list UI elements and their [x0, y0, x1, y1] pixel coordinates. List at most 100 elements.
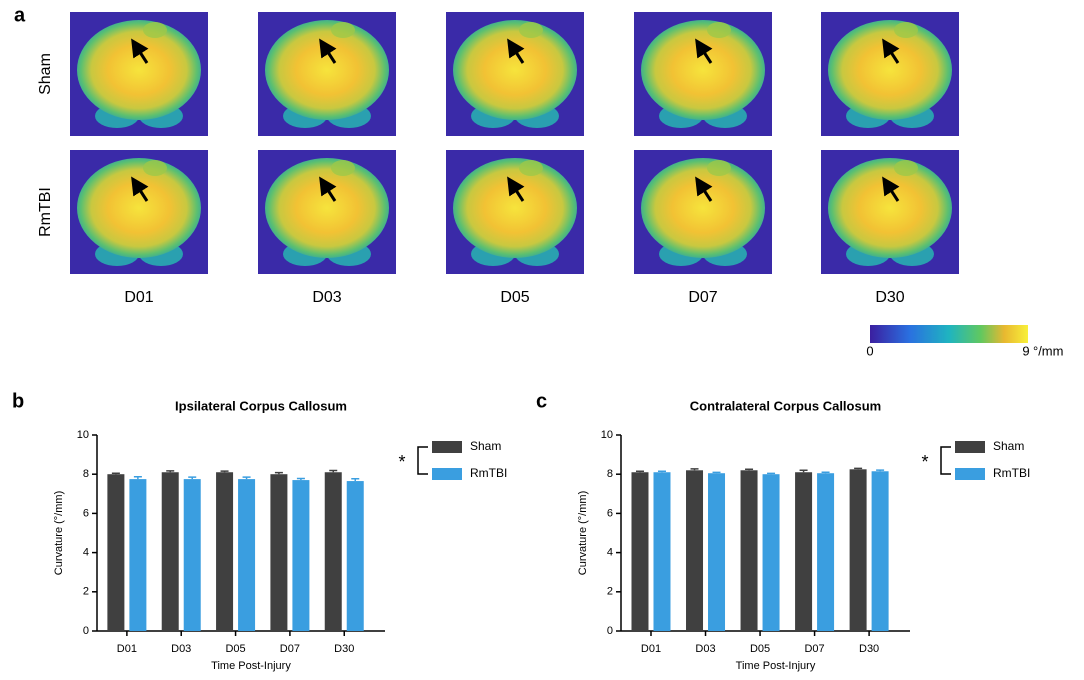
error-bar	[822, 472, 830, 473]
column-label: D30	[875, 289, 904, 306]
legend-label: RmTBI	[993, 466, 1030, 480]
brain-section	[641, 20, 765, 120]
significance-bracket	[941, 447, 951, 474]
error-bar	[188, 477, 196, 479]
x-tick-label: D05	[225, 643, 245, 655]
brain-section	[265, 158, 389, 258]
brain-midline	[143, 160, 167, 176]
brain-section	[828, 158, 952, 258]
legend-swatch	[955, 441, 985, 453]
x-axis-label: Time Post-Injury	[211, 660, 291, 672]
brain-image	[634, 12, 772, 136]
bar	[631, 472, 648, 631]
error-bar	[112, 473, 120, 474]
figure: a 0 9 °/mm Sham RmTBI D01 D03 D05 D07 D30 b Ipsi…	[0, 0, 1084, 680]
brain-midline	[331, 160, 355, 176]
significance-mark: *	[921, 452, 928, 472]
brain-midline	[331, 22, 355, 38]
chart-title: Contralateral Corpus Callosum	[690, 398, 881, 413]
bar	[653, 472, 670, 631]
bar	[325, 472, 342, 631]
bar	[347, 481, 364, 631]
significance-mark: *	[398, 452, 405, 472]
x-tick-label: D07	[804, 643, 824, 655]
chart-title: Ipsilateral Corpus Callosum	[175, 398, 347, 413]
column-label: D05	[500, 289, 529, 306]
brain-midline	[894, 160, 918, 176]
panel-letter: b	[12, 390, 24, 412]
x-tick-label: D30	[859, 643, 879, 655]
error-bar	[351, 479, 359, 481]
error-bar	[297, 479, 305, 481]
bar	[162, 472, 179, 631]
x-tick-label: D03	[695, 643, 715, 655]
error-bar	[658, 471, 666, 472]
bar	[763, 474, 780, 631]
brain-section	[641, 158, 765, 258]
error-bar	[800, 470, 808, 472]
x-tick-label: D03	[171, 643, 191, 655]
brain-image	[821, 150, 959, 274]
error-bar	[221, 471, 229, 472]
panel-letter: c	[536, 390, 547, 412]
column-label: D01	[124, 289, 153, 306]
x-tick-label: D30	[334, 643, 354, 655]
legend-label: Sham	[993, 439, 1024, 453]
brain-midline	[707, 160, 731, 176]
colorbar-unit: °/mm	[1033, 343, 1063, 358]
brain-midline	[519, 22, 543, 38]
brain-image	[258, 150, 396, 274]
bar	[238, 479, 255, 631]
y-tick-label: 8	[607, 468, 613, 480]
y-axis-label: Curvature (°/mm)	[577, 491, 589, 575]
y-tick-label: 2	[607, 586, 613, 598]
bar	[184, 479, 201, 631]
y-tick-label: 8	[83, 468, 89, 480]
brain-section	[828, 20, 952, 120]
error-bar	[876, 470, 884, 471]
bar	[686, 470, 703, 631]
brain-image	[821, 12, 959, 136]
error-bar	[275, 473, 283, 475]
panel-letter: a	[14, 4, 26, 26]
legend-label: Sham	[470, 439, 501, 453]
y-tick-label: 10	[77, 429, 89, 441]
y-tick-label: 0	[607, 625, 613, 637]
y-tick-label: 10	[601, 429, 613, 441]
brain-image	[446, 12, 584, 136]
brain-section	[453, 20, 577, 120]
brain-section	[77, 20, 201, 120]
brain-image	[258, 12, 396, 136]
legend-swatch	[432, 441, 462, 453]
x-tick-label: D05	[750, 643, 770, 655]
column-label: D07	[688, 289, 717, 306]
x-axis-label: Time Post-Injury	[736, 660, 816, 672]
bar	[129, 479, 146, 631]
bar	[292, 480, 309, 631]
colorbar-max: 9	[1022, 343, 1029, 358]
error-bar	[243, 477, 251, 479]
bar	[216, 472, 233, 631]
x-tick-label: D01	[641, 643, 661, 655]
error-bar	[134, 477, 142, 479]
brain-midline	[707, 22, 731, 38]
brain-image	[70, 150, 208, 274]
error-bar	[767, 473, 775, 474]
bar	[850, 469, 867, 631]
error-bar	[329, 470, 337, 472]
colorbar-min: 0	[866, 343, 873, 358]
y-tick-label: 6	[83, 507, 89, 519]
error-bar	[854, 468, 862, 469]
column-label: D03	[312, 289, 341, 306]
y-tick-label: 0	[83, 625, 89, 637]
bar	[817, 473, 834, 631]
brain-section	[77, 158, 201, 258]
brain-image	[634, 150, 772, 274]
bar	[107, 474, 124, 631]
legend-swatch	[432, 468, 462, 480]
x-tick-label: D01	[117, 643, 137, 655]
brain-image	[446, 150, 584, 274]
brain-image	[70, 12, 208, 136]
row-label: Sham	[37, 53, 54, 95]
x-tick-label: D07	[280, 643, 300, 655]
